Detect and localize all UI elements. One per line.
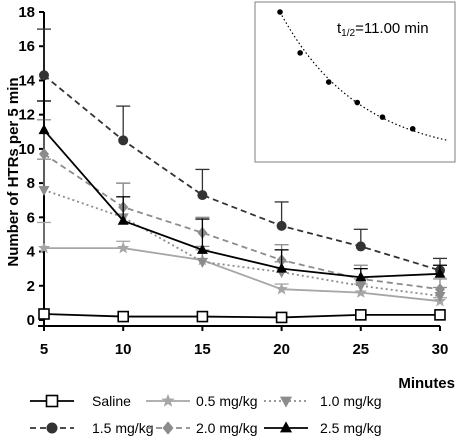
data-point <box>354 286 367 298</box>
legend-label: 1.5 mg/kg <box>92 420 153 436</box>
inset-point <box>354 99 361 106</box>
series-line <box>43 313 440 319</box>
y-tick-label: 18 <box>18 4 35 21</box>
y-tick-label: 12 <box>18 107 35 124</box>
y-tick-label: 6 <box>27 209 35 226</box>
series-line <box>43 129 441 279</box>
data-point <box>355 281 367 292</box>
data-point <box>276 262 288 273</box>
legend-swatch-marker <box>161 393 175 407</box>
half-life-inset: t1/2=11.00 min <box>254 1 456 163</box>
legend-swatch-marker <box>45 394 59 408</box>
legend-item-5: 2.5 mg/kg <box>264 420 381 436</box>
legend-swatch-marker <box>162 421 174 435</box>
data-point <box>434 267 446 278</box>
series-5 <box>37 100 447 282</box>
legend-swatch-marker <box>279 421 293 433</box>
x-tick-label: 15 <box>194 341 211 358</box>
inset-point <box>409 126 416 132</box>
y-axis-title: Number of HTRs per 5 min <box>5 77 22 266</box>
x-tick-label: 30 <box>432 341 449 358</box>
data-point <box>39 148 49 161</box>
legend-label: 2.5 mg/kg <box>320 420 381 436</box>
data-point <box>37 241 51 254</box>
data-point <box>39 70 49 81</box>
y-tick-label: 4 <box>27 244 36 261</box>
x-tick-label: 25 <box>352 341 369 358</box>
inset-fit-curve <box>279 11 449 142</box>
data-point <box>354 309 367 321</box>
data-point <box>117 310 129 323</box>
x-tick-label: 5 <box>40 341 48 358</box>
x-axis-title: Minutes <box>398 375 455 392</box>
series-line <box>43 153 441 291</box>
data-point <box>435 283 445 296</box>
legend-item-1: 0.5 mg/kg <box>146 393 257 409</box>
legend-swatch-marker <box>279 396 293 408</box>
legend-item-0: Saline <box>30 393 131 409</box>
inset-box <box>254 1 456 163</box>
data-point <box>275 282 288 295</box>
x-tick-label: 20 <box>273 341 290 358</box>
series-line <box>43 189 441 297</box>
data-point <box>275 311 288 324</box>
legend-item-3: 1.5 mg/kg <box>30 420 153 436</box>
legend-label: 2.0 mg/kg <box>196 420 257 436</box>
legend-item-4: 2.0 mg/kg <box>146 420 257 436</box>
data-point <box>38 124 50 135</box>
data-point <box>196 243 208 254</box>
inset-point <box>297 50 303 56</box>
series-1 <box>37 221 447 307</box>
inset-point <box>325 79 332 85</box>
data-point <box>276 220 287 231</box>
inset-label: t1/2=11.00 min <box>337 20 429 39</box>
data-point <box>117 241 130 254</box>
data-point <box>118 135 129 146</box>
legend-label: Saline <box>92 393 131 409</box>
data-point <box>117 214 129 225</box>
legend: Saline 0.5 mg/kg 1.0 mg/kg 1.5 mg/kg 2.0 mg/… <box>30 393 381 436</box>
data-point <box>196 257 208 268</box>
legend-item-2: 1.0 mg/kg <box>264 393 381 409</box>
data-point <box>355 241 366 252</box>
chart-axes: 0 2 4 6 8 10 12 14 16 18 5 10 15 20 25 30 <box>18 4 448 358</box>
y-tick-label: 10 <box>18 141 35 158</box>
inset-point <box>379 114 386 120</box>
chart-series-layer <box>37 28 447 324</box>
x-tick-label: 10 <box>115 341 132 358</box>
y-tick-label: 8 <box>27 175 35 192</box>
inset-decay-plot <box>277 9 449 142</box>
series-0 <box>38 308 446 324</box>
data-point <box>196 310 209 323</box>
data-point <box>434 309 446 321</box>
data-point <box>38 185 50 196</box>
inset-point <box>277 9 283 15</box>
legend-label: 0.5 mg/kg <box>196 393 257 409</box>
legend-label: 1.0 mg/kg <box>320 393 381 409</box>
data-point <box>197 190 208 201</box>
data-point <box>355 271 367 282</box>
y-tick-label: 16 <box>18 38 35 55</box>
data-point <box>38 308 50 320</box>
data-point <box>434 292 446 303</box>
y-tick-label: 14 <box>18 72 35 89</box>
series-line <box>43 74 441 272</box>
y-tick-label: 0 <box>27 312 35 329</box>
series-2 <box>37 158 447 303</box>
y-tick-label: 2 <box>27 278 35 295</box>
series-line <box>44 247 441 303</box>
legend-swatch-marker <box>46 422 58 434</box>
